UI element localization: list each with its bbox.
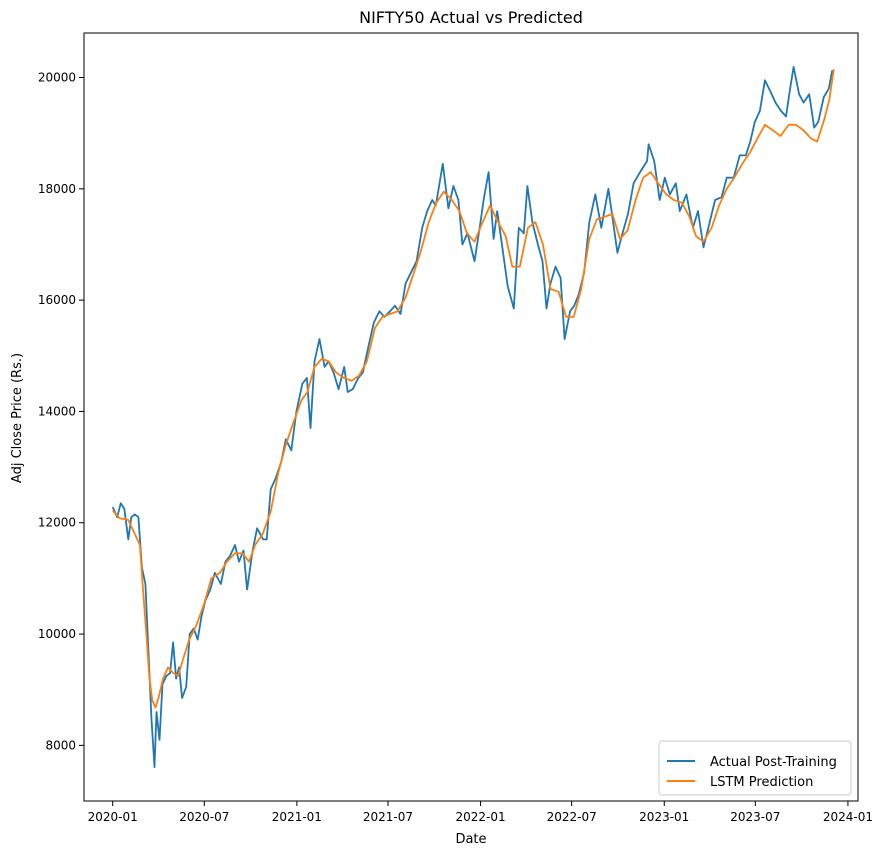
chart-title: NIFTY50 Actual vs Predicted (359, 8, 583, 27)
x-axis-label: Date (455, 832, 486, 847)
x-tick-label: 2022-07 (547, 810, 597, 824)
legend-label-actual: Actual Post-Training (710, 755, 837, 770)
x-tick-label: 2020-01 (88, 810, 138, 824)
y-axis: 8000 10000 12000 14000 16000 18000 20000 (38, 71, 84, 752)
x-tick-label: 2022-01 (455, 810, 505, 824)
x-tick-label: 2023-01 (639, 810, 689, 824)
y-tick-label: 20000 (38, 71, 76, 85)
y-tick-label: 16000 (38, 293, 76, 307)
plot-lines (111, 66, 835, 768)
y-axis-label: Adj Close Price (Rs.) (10, 353, 25, 483)
y-tick-label: 8000 (45, 738, 76, 752)
legend-box (658, 740, 852, 796)
y-tick-label: 10000 (38, 627, 76, 641)
y-tick-label: 18000 (38, 182, 76, 196)
x-tick-label: 2021-07 (363, 810, 413, 824)
y-tick-label: 12000 (38, 516, 76, 530)
x-tick-label: 2021-01 (272, 810, 322, 824)
legend-label-lstm: LSTM Prediction (710, 775, 813, 790)
series-line-1 (112, 69, 835, 709)
x-tick-label: 2023-07 (730, 810, 780, 824)
x-tick-label: 2020-07 (179, 810, 229, 824)
plot-frame (83, 32, 859, 802)
y-tick-label: 14000 (38, 404, 76, 418)
x-tick-label: 2024-01 (823, 810, 873, 824)
x-axis: 2020-01 2020-07 2021-01 2021-07 2022-01 2022-… (88, 801, 873, 824)
legend: Actual Post-Training LSTM Prediction (658, 740, 852, 796)
series-line-0 (111, 66, 834, 768)
